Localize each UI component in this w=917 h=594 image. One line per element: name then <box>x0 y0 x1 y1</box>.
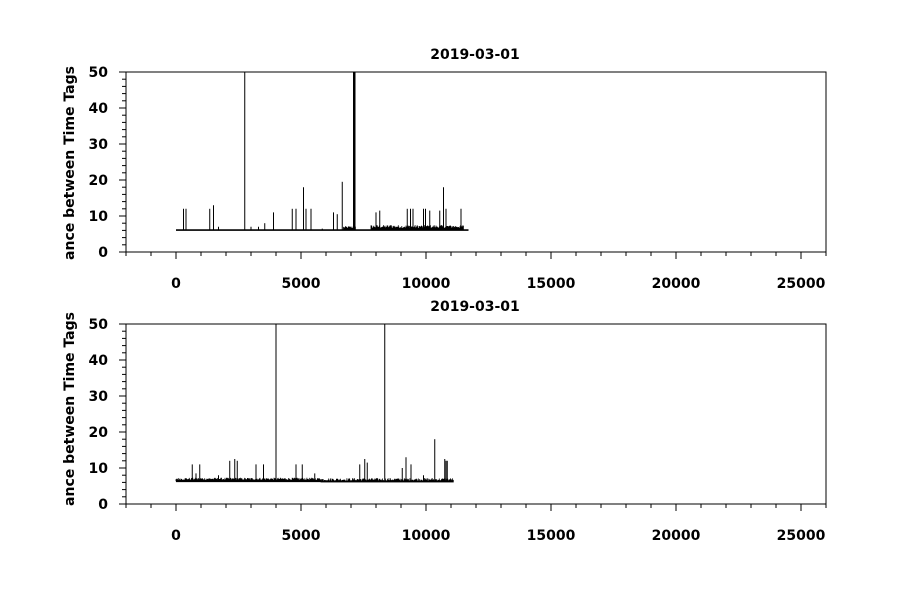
x-tick-label: 20000 <box>652 276 701 292</box>
y-tick-label: 30 <box>89 137 109 153</box>
y-tick-label: 40 <box>89 101 109 117</box>
chart-title: 2019-03-01 <box>430 47 520 63</box>
series-noise <box>320 478 454 483</box>
chart-title: 2019-03-01 <box>430 299 520 315</box>
x-tick-label: 5000 <box>282 276 321 292</box>
y-tick-label: 10 <box>89 209 109 225</box>
x-tick-label: 15000 <box>527 528 576 544</box>
series-noise <box>175 477 322 482</box>
x-tick-label: 25000 <box>777 276 826 292</box>
series-noise <box>370 225 464 230</box>
y-tick-label: 30 <box>89 389 109 405</box>
x-tick-label: 10000 <box>402 528 451 544</box>
panel-bottom: 2019-03-01 ance between Time Tags 0 10 20 3… <box>62 299 827 544</box>
x-tick-label: 15000 <box>527 276 576 292</box>
panel-top: 2019-03-01 ance between Time Tags 0 10 20 3… <box>62 47 827 292</box>
x-tick-label: 5000 <box>282 528 321 544</box>
plot-area: 0 10 20 30 40 50 0 5000 10000 15000 20000 25000 <box>89 65 827 292</box>
x-tick-label: 0 <box>171 528 181 544</box>
y-tick-label: 20 <box>89 425 109 441</box>
y-tick-label: 20 <box>89 173 109 189</box>
y-tick-label: 0 <box>98 497 108 513</box>
plot-area: 0 10 20 30 40 50 0 5000 10000 15000 20000 25000 <box>89 317 827 544</box>
y-axis-label: ance between Time Tags <box>62 66 78 260</box>
x-tick-label: 20000 <box>652 528 701 544</box>
plot-frame <box>125 71 827 253</box>
y-tick-label: 50 <box>89 317 109 333</box>
x-tick-label: 10000 <box>402 276 451 292</box>
y-axis-label: ance between Time Tags <box>62 312 78 506</box>
plot-frame <box>125 323 827 505</box>
x-tick-label: 0 <box>171 276 181 292</box>
y-tick-label: 10 <box>89 461 109 477</box>
y-tick-label: 40 <box>89 353 109 369</box>
y-tick-label: 50 <box>89 65 109 81</box>
x-tick-label: 25000 <box>777 528 826 544</box>
y-tick-label: 0 <box>98 245 108 261</box>
